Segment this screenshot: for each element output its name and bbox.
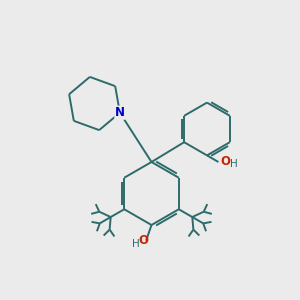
- Text: H: H: [132, 238, 140, 249]
- Text: O: O: [138, 234, 148, 247]
- Text: N: N: [115, 106, 125, 119]
- Text: N: N: [115, 106, 125, 119]
- Text: O: O: [220, 155, 231, 169]
- Text: H: H: [230, 159, 237, 169]
